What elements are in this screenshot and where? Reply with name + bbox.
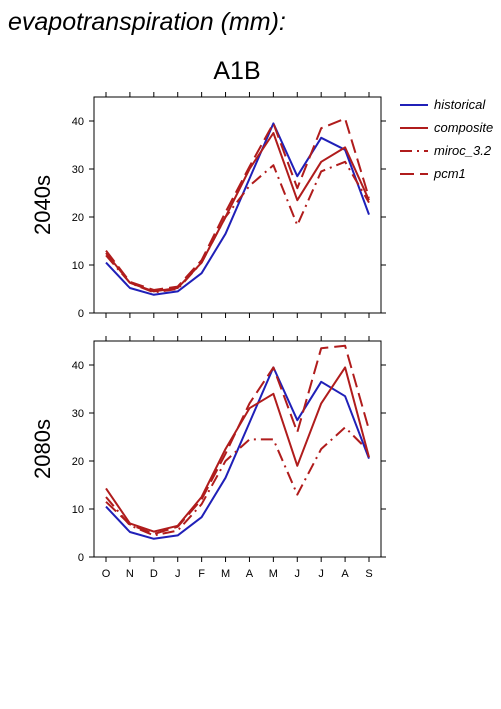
series-line-composite (105, 366, 370, 533)
x-tick-label: A (246, 568, 254, 580)
plot-frame (93, 96, 382, 314)
y-tick-label: 20 (72, 212, 84, 224)
y-tick-label: 10 (72, 260, 84, 272)
y-axis-label: 2080s (30, 419, 55, 479)
x-tick-label: J (295, 568, 301, 580)
x-tick-label: D (150, 568, 158, 580)
legend-label: pcm1 (433, 166, 466, 181)
x-tick-label: J (175, 568, 181, 580)
legend-label: miroc_3.2 (434, 143, 492, 158)
legend-label: composite (434, 120, 493, 135)
x-tick-label: F (198, 568, 205, 580)
y-tick-label: 0 (78, 552, 84, 564)
x-tick-label: J (318, 568, 324, 580)
series-line-pcm1 (105, 344, 370, 535)
panel-2040s: 0 10 20 30 40 2040s (30, 92, 386, 320)
series-line-miroc-3-2 (105, 426, 370, 537)
series-line-miroc-3-2 (105, 160, 370, 294)
y-tick-label: 0 (78, 308, 84, 320)
scenario-title: A1B (213, 57, 260, 85)
series-line-historical (105, 366, 370, 540)
legend-label: historical (434, 97, 486, 112)
legend: historical composite miroc_3.2 pcm1 (400, 97, 493, 181)
x-tick-label: O (102, 568, 111, 580)
y-tick-label: 40 (72, 116, 84, 128)
y-tick-label: 30 (72, 408, 84, 420)
y-tick-label: 20 (72, 456, 84, 468)
x-tick-label: A (341, 568, 349, 580)
x-tick-label: S (365, 568, 372, 580)
series-line-pcm1 (105, 117, 370, 291)
series-line-historical (105, 122, 370, 296)
y-axis-label: 2040s (30, 175, 55, 235)
y-tick-label: 30 (72, 164, 84, 176)
series-line-composite (105, 132, 370, 293)
panel-2080s: 0 10 20 30 40 O N D J F M A M J J A S 2080s (30, 336, 386, 580)
x-tick-label: N (126, 568, 134, 580)
y-tick-label: 40 (72, 360, 84, 372)
page-title: evapotranspiration (mm): (8, 8, 286, 36)
x-tick-label: M (269, 568, 278, 580)
x-tick-label: M (221, 568, 230, 580)
plot-frame (93, 340, 382, 558)
y-tick-label: 10 (72, 504, 84, 516)
